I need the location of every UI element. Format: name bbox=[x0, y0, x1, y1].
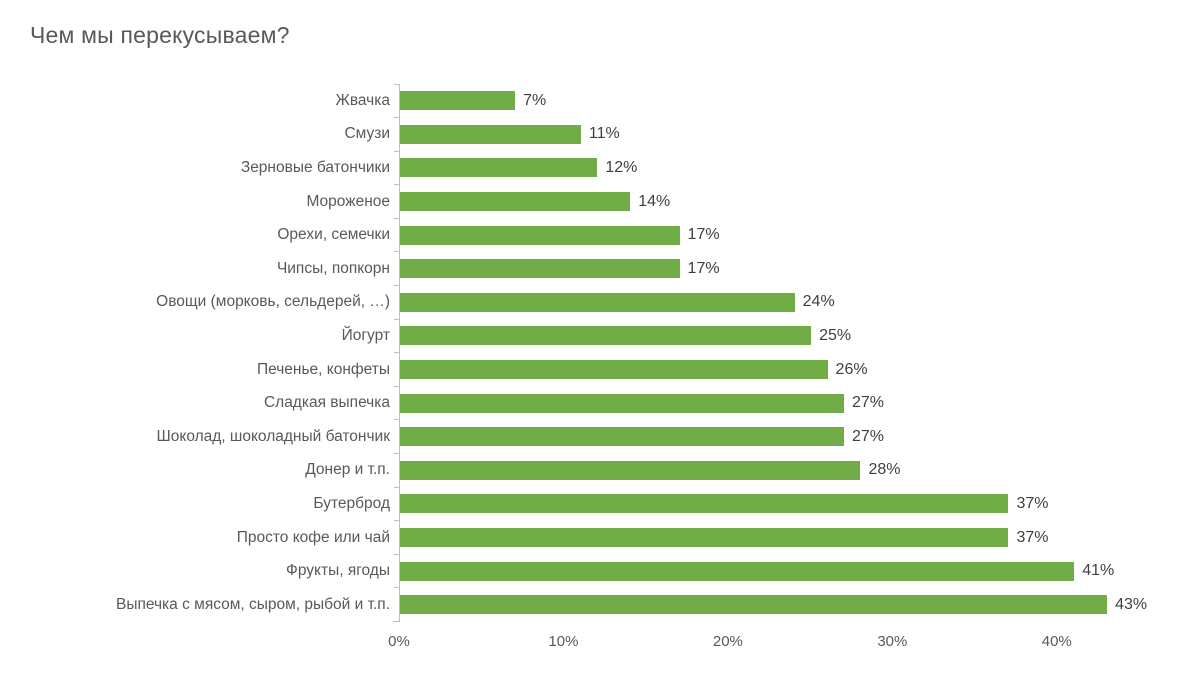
bar-track: 27% bbox=[394, 419, 1160, 454]
chart-row: Чипсы, попкорн 17% bbox=[30, 251, 1160, 286]
category-label: Выпечка с мясом, сыром, рыбой и т.п. bbox=[116, 595, 390, 613]
category-label: Донер и т.п. bbox=[305, 461, 390, 479]
bar-value-label: 27% bbox=[852, 427, 885, 445]
chart-row: Просто кофе или чай 37% bbox=[30, 520, 1160, 555]
bar-value-label: 11% bbox=[588, 125, 620, 143]
bar bbox=[400, 91, 516, 111]
category-label: Бутерброд bbox=[313, 494, 390, 512]
bar bbox=[400, 192, 631, 212]
bar bbox=[400, 360, 828, 380]
category-label: Жвачка bbox=[335, 91, 390, 109]
category-label: Мороженое bbox=[306, 192, 390, 210]
chart-row: Печенье, конфеты 26% bbox=[30, 352, 1160, 387]
category-label: Смузи bbox=[344, 125, 390, 143]
chart-row: Мороженое 14% bbox=[30, 184, 1160, 219]
chart-row: Зерновые батончики 12% bbox=[30, 150, 1160, 185]
chart-row: Жвачка 7% bbox=[30, 83, 1160, 118]
bar-value-label: 27% bbox=[852, 394, 885, 412]
bar-value-label: 17% bbox=[687, 226, 720, 244]
bar bbox=[400, 595, 1108, 615]
category-label: Чипсы, попкорн bbox=[276, 259, 390, 277]
chart-row: Выпечка с мясом, сыром, рыбой и т.п. 43% bbox=[30, 587, 1160, 622]
category-label: Зерновые батончики bbox=[240, 158, 390, 176]
x-axis-tick-label: 0% bbox=[388, 633, 410, 650]
bar bbox=[400, 460, 861, 480]
chart-row: Орехи, семечки 17% bbox=[30, 217, 1160, 252]
bar bbox=[400, 158, 598, 178]
bar bbox=[400, 326, 812, 346]
bar bbox=[400, 393, 844, 413]
category-label: Печенье, конфеты bbox=[256, 360, 390, 378]
bar-value-label: 24% bbox=[802, 293, 835, 311]
chart-row: Сладкая выпечка 27% bbox=[30, 385, 1160, 420]
chart-title: Чем мы перекусываем? bbox=[30, 22, 290, 48]
bar-track: 41% bbox=[394, 553, 1160, 588]
x-axis-tick-label: 20% bbox=[712, 633, 743, 650]
chart-row: Фрукты, ягоды 41% bbox=[30, 553, 1160, 588]
bar-value-label: 26% bbox=[835, 360, 868, 378]
category-label: Просто кофе или чай bbox=[236, 528, 390, 546]
bar bbox=[400, 124, 581, 144]
category-label: Овощи (морковь, сельдерей, …) bbox=[156, 293, 390, 311]
chart-row: Шоколад, шоколадный батончик 27% bbox=[30, 419, 1160, 454]
bar-track: 25% bbox=[394, 318, 1160, 353]
bar-value-label: 17% bbox=[687, 259, 720, 277]
bar-value-label: 7% bbox=[523, 91, 547, 109]
x-axis-tick-label: 30% bbox=[877, 633, 908, 650]
x-axis: 0% 10% 20% 30% 40% bbox=[388, 633, 1159, 655]
category-label: Сладкая выпечка bbox=[263, 394, 390, 412]
chart-rows: Жвачка 7% Смузи 11% Зерновые батончики 12% Мор… bbox=[30, 83, 1160, 622]
chart-row: Овощи (морковь, сельдерей, …) 24% bbox=[30, 285, 1160, 320]
bar-value-label: 37% bbox=[1016, 528, 1049, 546]
bar-track: 43% bbox=[394, 587, 1160, 622]
category-label: Фрукты, ягоды bbox=[286, 562, 390, 580]
bar-track: 37% bbox=[394, 520, 1160, 555]
bar-value-label: 37% bbox=[1016, 494, 1049, 512]
bar-value-label: 43% bbox=[1115, 595, 1148, 613]
bar bbox=[400, 292, 795, 312]
bar bbox=[400, 259, 680, 279]
bar bbox=[400, 494, 1009, 514]
bar-value-label: 12% bbox=[605, 158, 638, 176]
bar-value-label: 14% bbox=[638, 192, 671, 210]
chart-row: Смузи 11% bbox=[30, 117, 1160, 152]
bar-track: 24% bbox=[394, 285, 1160, 320]
category-label: Орехи, семечки bbox=[277, 226, 390, 244]
x-axis-tick-label: 40% bbox=[1041, 633, 1072, 650]
bar-value-label: 28% bbox=[868, 461, 901, 479]
bar-value-label: 41% bbox=[1082, 562, 1115, 580]
bar bbox=[400, 225, 680, 245]
chart-row: Бутерброд 37% bbox=[30, 486, 1160, 521]
bar bbox=[400, 528, 1009, 548]
bar-track: 12% bbox=[394, 150, 1160, 185]
bar-track: 27% bbox=[394, 385, 1160, 420]
bar bbox=[400, 427, 844, 447]
chart-row: Донер и т.п. 28% bbox=[30, 453, 1160, 488]
x-axis-tick-label: 10% bbox=[548, 633, 579, 650]
bar-track: 37% bbox=[394, 486, 1160, 521]
chart-row: Йогурт 25% bbox=[30, 318, 1160, 353]
bar-track: 14% bbox=[394, 184, 1160, 219]
bar-track: 28% bbox=[394, 453, 1160, 488]
category-label: Йогурт bbox=[341, 326, 390, 344]
category-label: Шоколад, шоколадный батончик bbox=[156, 427, 390, 445]
bar-track: 17% bbox=[394, 251, 1160, 286]
bar bbox=[400, 561, 1075, 581]
bar-track: 26% bbox=[394, 352, 1160, 387]
bar-track: 11% bbox=[394, 117, 1160, 152]
bar-track: 17% bbox=[394, 217, 1160, 252]
bar-value-label: 25% bbox=[819, 326, 852, 344]
bar-track: 7% bbox=[394, 83, 1160, 118]
